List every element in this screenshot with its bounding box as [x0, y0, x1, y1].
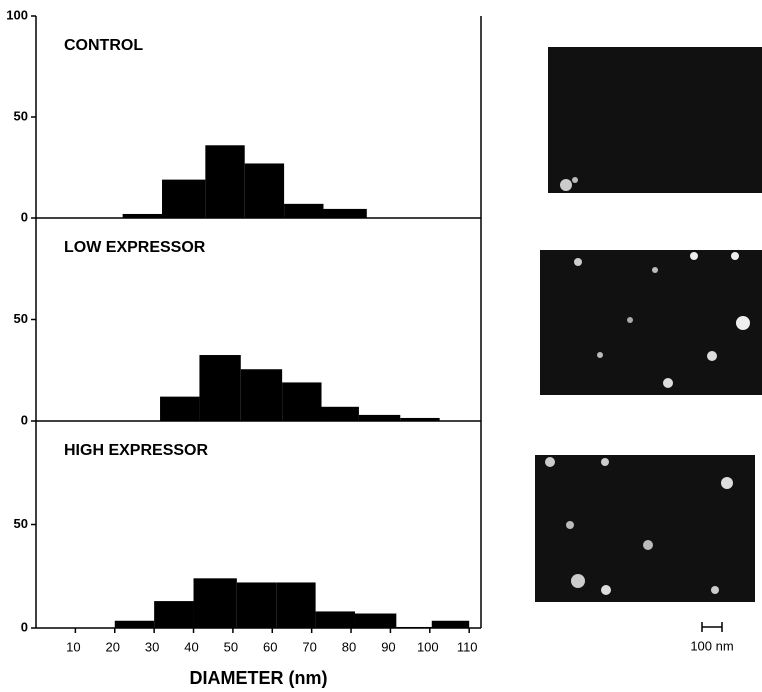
bar: [160, 396, 200, 421]
x-tick-label: 90: [381, 639, 395, 654]
bar: [321, 406, 359, 421]
bar: [244, 163, 285, 218]
scale-bar-label: 100 nm: [690, 638, 733, 653]
bar: [431, 620, 470, 628]
bar: [315, 611, 355, 628]
bar: [284, 203, 324, 218]
x-tick-label: 110: [457, 639, 478, 654]
x-tick-label: 30: [145, 639, 159, 654]
bar: [154, 601, 194, 628]
particle: [566, 521, 574, 529]
bar: [199, 355, 241, 421]
y-tick-label: 0: [21, 619, 28, 634]
x-tick-label: 60: [263, 639, 277, 654]
bar: [122, 213, 163, 218]
x-tick-label: 40: [184, 639, 198, 654]
bar: [282, 382, 322, 421]
bar: [240, 369, 283, 421]
particle: [560, 179, 572, 191]
bar: [358, 414, 401, 421]
y-tick-label: 0: [21, 209, 28, 224]
micrographs: [535, 47, 762, 602]
particle: [663, 378, 673, 388]
panel-title: CONTROL: [64, 37, 143, 54]
x-tick-label: 80: [342, 639, 356, 654]
particle: [571, 574, 585, 588]
x-tick-label: 70: [302, 639, 316, 654]
bar: [193, 578, 237, 628]
panel-title: LOW EXPRESSOR: [64, 239, 206, 256]
panel-title: HIGH EXPRESSOR: [64, 442, 208, 459]
particle: [545, 457, 555, 467]
particle: [601, 585, 611, 595]
particle: [574, 258, 582, 266]
y-tick-label: 50: [14, 311, 28, 326]
particle: [731, 252, 739, 260]
x-axis-label: DIAMETER (nm): [190, 668, 328, 688]
bar: [236, 582, 277, 628]
particle: [627, 317, 633, 323]
particle: [736, 316, 750, 330]
x-tick-label: 100: [417, 639, 439, 654]
particle: [721, 477, 733, 489]
particle: [690, 252, 698, 260]
bar: [354, 613, 397, 628]
particle: [601, 458, 609, 466]
particle: [643, 540, 653, 550]
x-tick-label: 10: [66, 639, 80, 654]
particle: [707, 351, 717, 361]
micrograph: [540, 250, 762, 395]
x-tick-label: 50: [224, 639, 238, 654]
y-tick-label: 0: [21, 412, 28, 427]
x-tick-label: 20: [106, 639, 120, 654]
bar: [400, 417, 440, 421]
micrograph: [535, 455, 755, 602]
y-tick-label: 50: [14, 516, 28, 531]
bar: [205, 145, 245, 218]
particle: [711, 586, 719, 594]
scale-bar: 100 nm: [690, 622, 734, 653]
bar: [323, 208, 367, 218]
bar: [162, 179, 206, 218]
particle: [597, 352, 603, 358]
y-tick-label: 100: [6, 7, 28, 22]
micrograph: [548, 47, 762, 193]
particle: [652, 267, 658, 273]
bar: [114, 620, 155, 628]
y-tick-label: 50: [14, 108, 28, 123]
particle: [572, 177, 578, 183]
bar: [276, 582, 316, 628]
